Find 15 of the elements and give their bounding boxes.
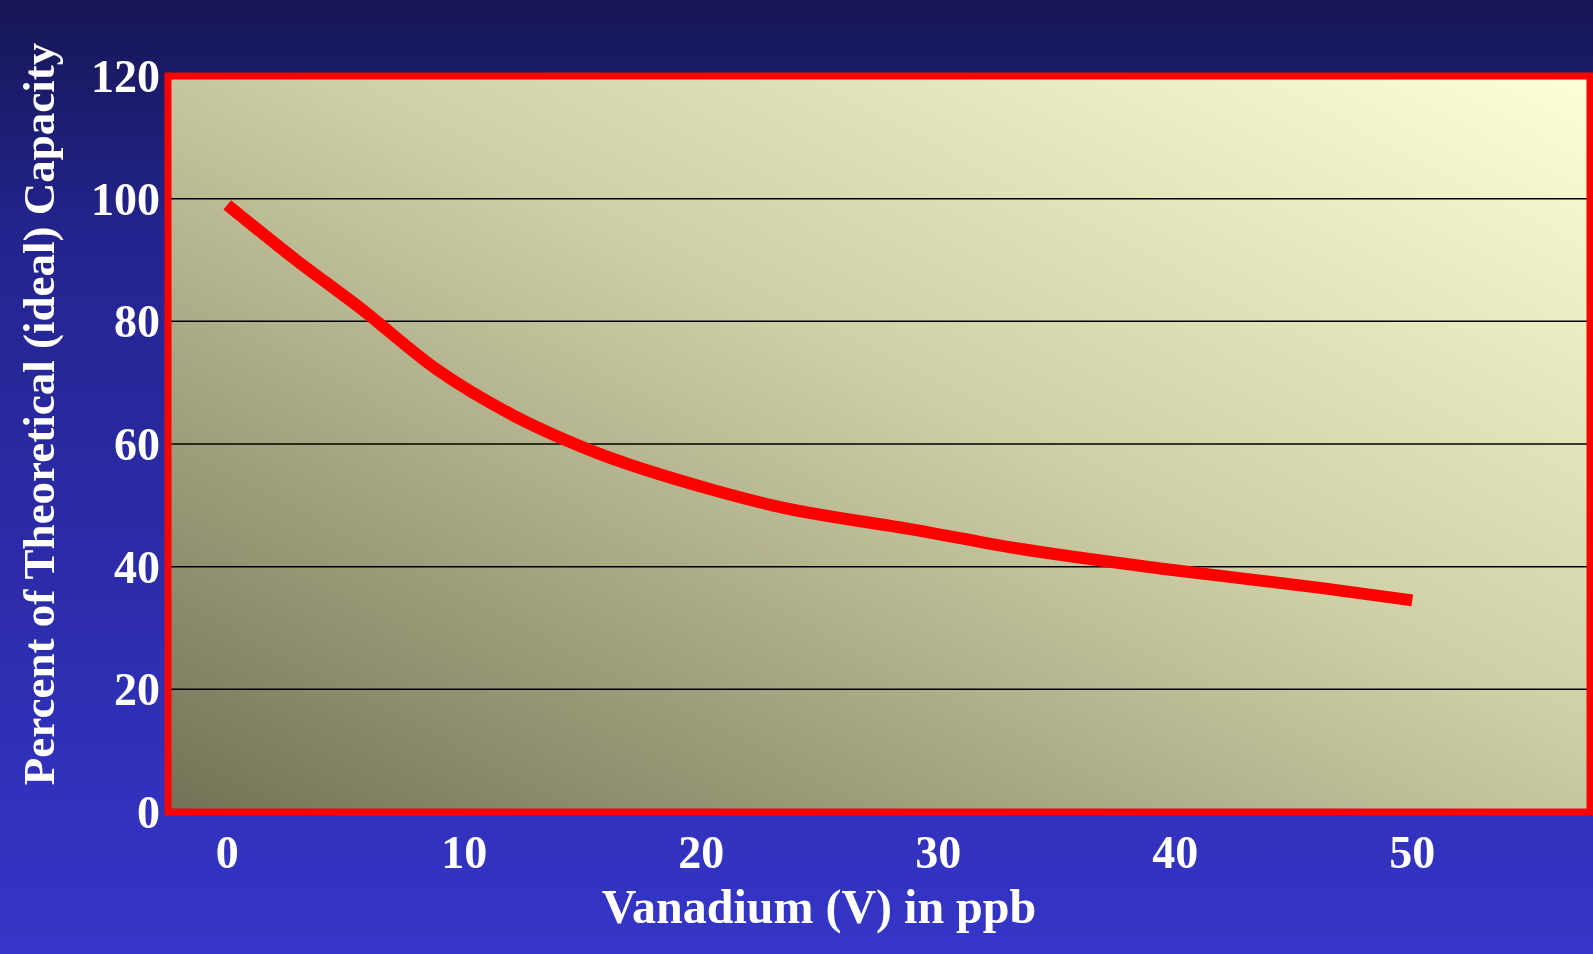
y-tick-label: 100 <box>91 173 160 225</box>
x-tick-label: 40 <box>1152 827 1199 879</box>
y-tick-label: 60 <box>114 419 160 471</box>
x-tick-label: 10 <box>441 827 488 879</box>
x-tick-label: 20 <box>678 827 725 879</box>
y-tick-label: 0 <box>137 787 160 839</box>
x-tick-label: 50 <box>1389 827 1436 879</box>
x-tick-label: 0 <box>215 827 239 879</box>
y-tick-label: 20 <box>114 664 160 716</box>
y-tick-label: 40 <box>114 541 160 593</box>
x-axis-title: Vanadium (V) in ppb <box>601 879 1037 934</box>
y-tick-label: 120 <box>91 51 160 103</box>
y-axis-title: Percent of Theoretical (ideal) Capacity <box>13 42 64 786</box>
y-tick-label: 80 <box>114 296 160 348</box>
x-tick-label: 30 <box>915 827 962 879</box>
